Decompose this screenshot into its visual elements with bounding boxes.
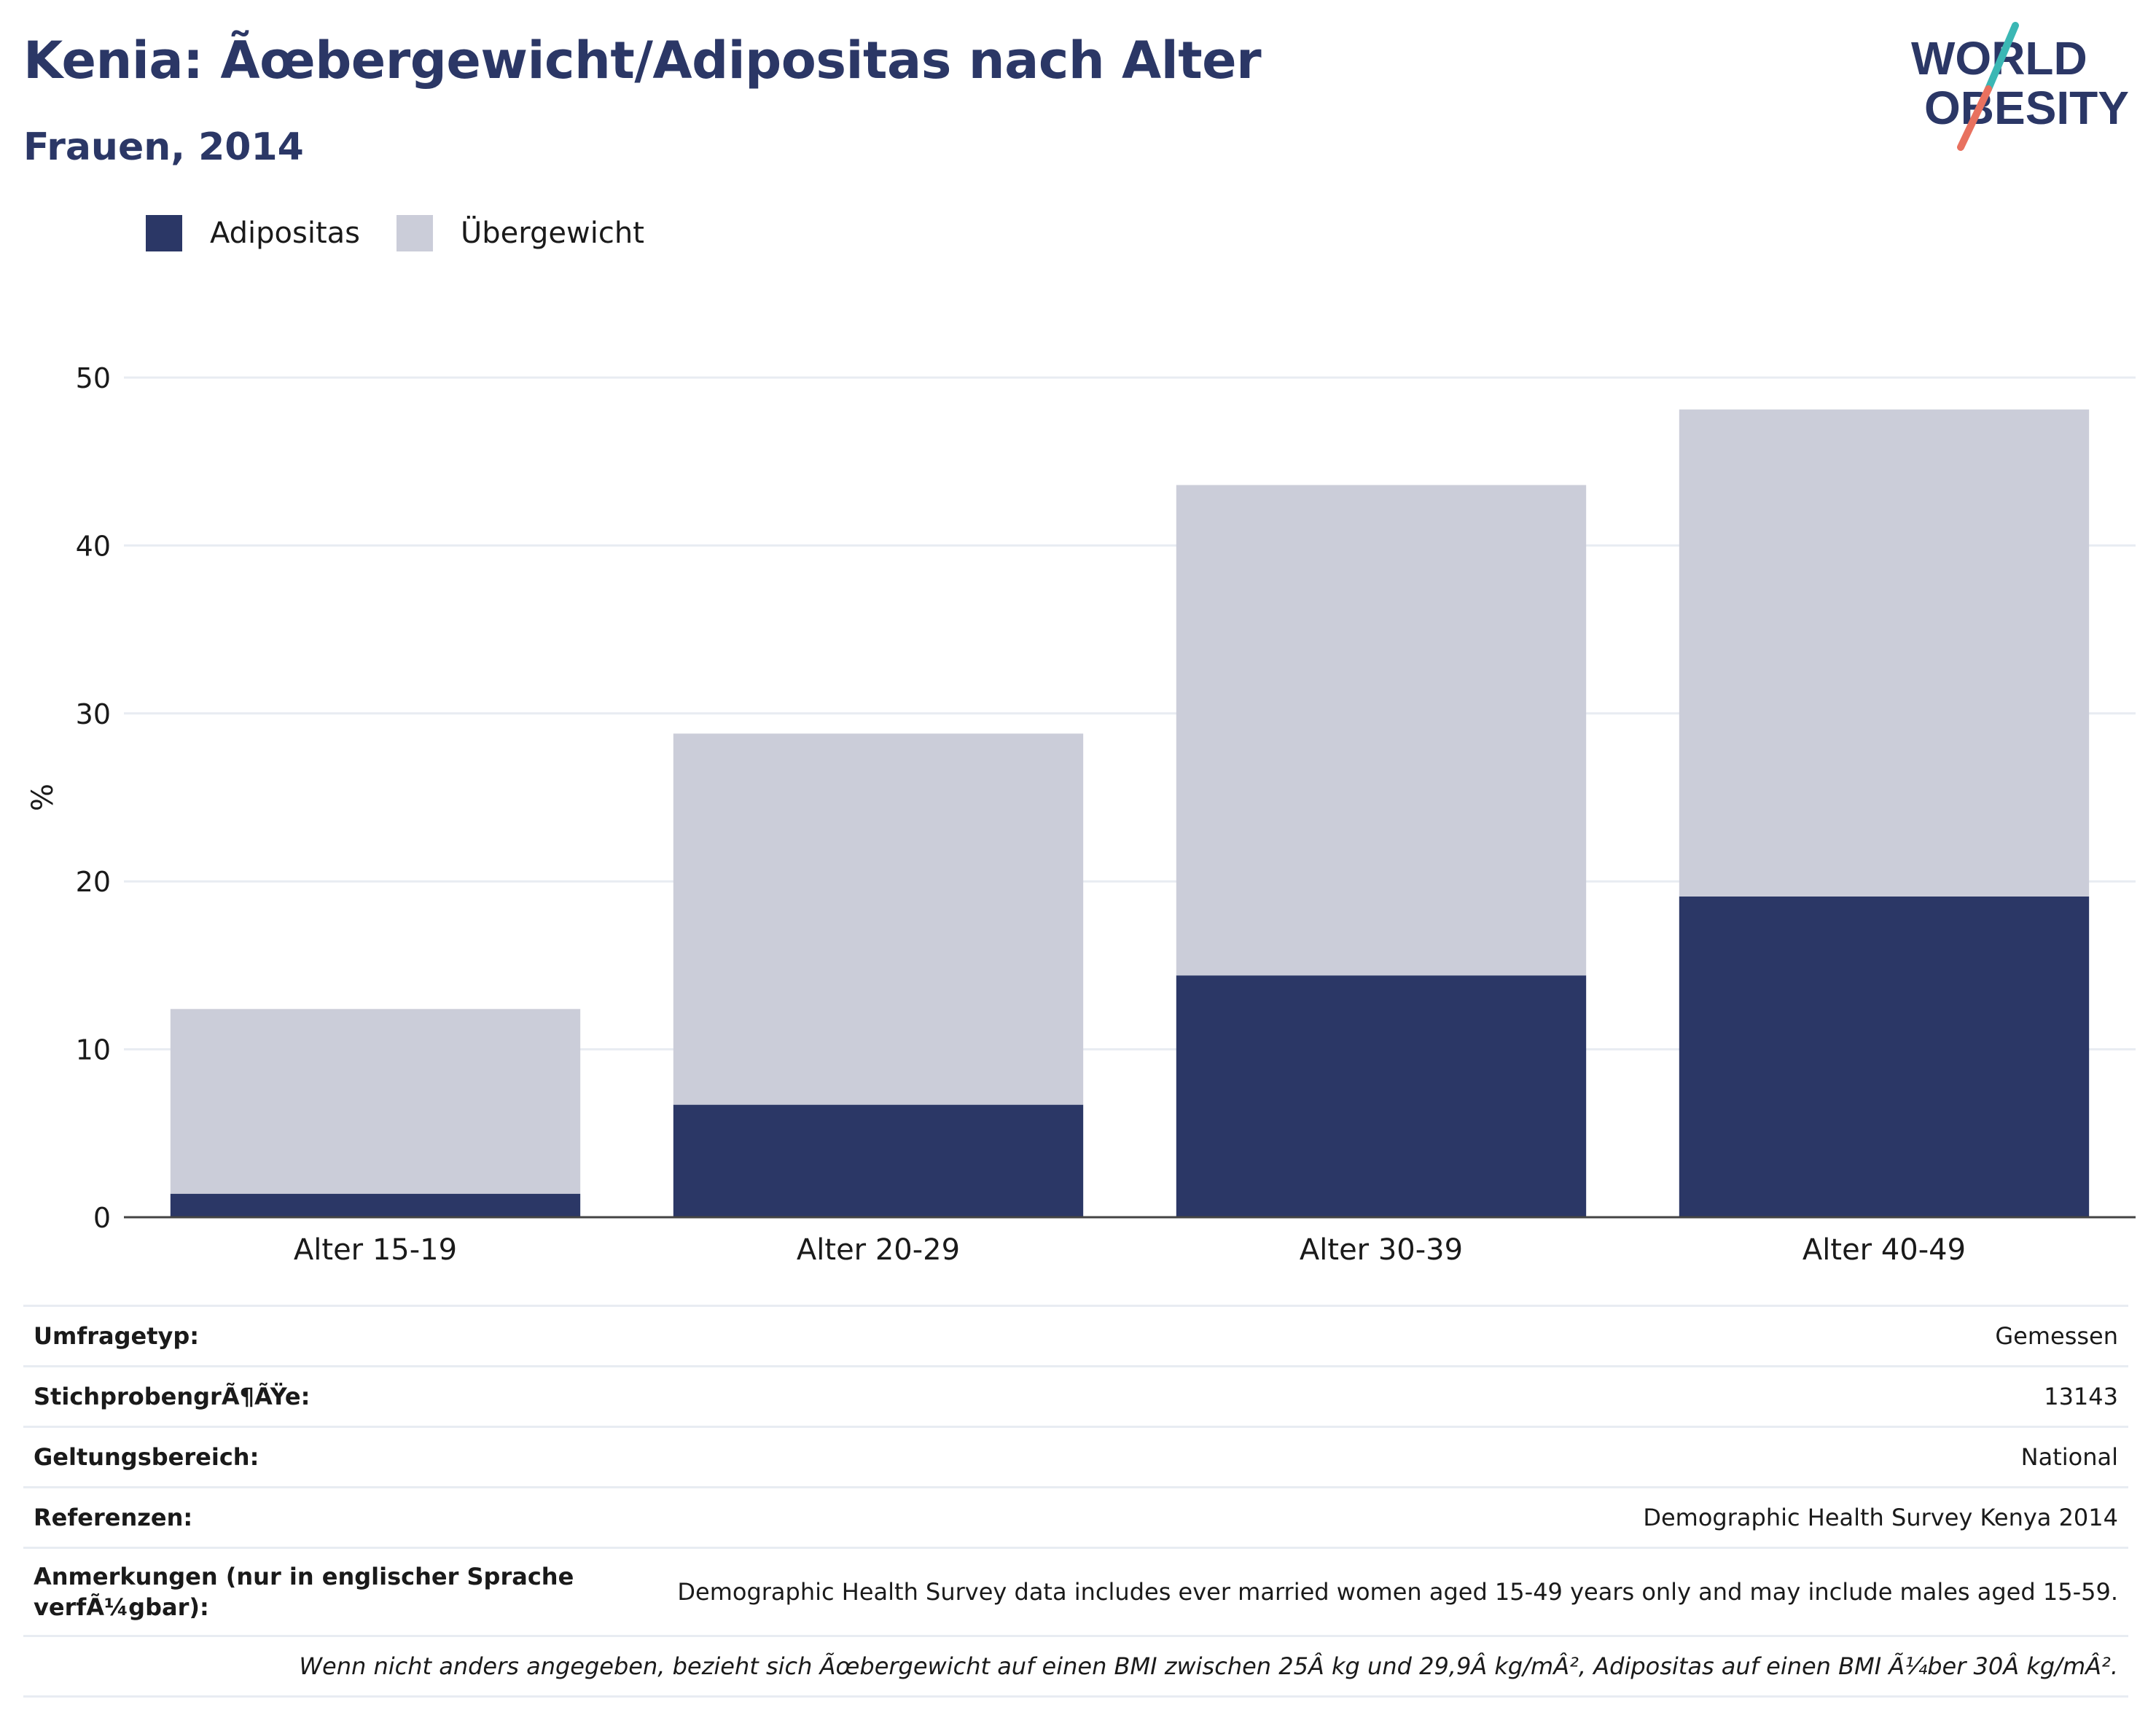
info-row-survey-type: Umfragetyp: Gemessen	[23, 1305, 2128, 1367]
info-table: Umfragetyp: Gemessen StichprobengrÃ¶ÃŸe:…	[23, 1305, 2128, 1698]
footnote-row: Wenn nicht anders angegeben, bezieht sic…	[23, 1635, 2128, 1698]
legend-label-adipositas: Adipositas	[210, 216, 361, 250]
bar-adipositas	[1679, 896, 2090, 1217]
y-tick-label: 30	[76, 698, 111, 730]
bar-uebergewicht	[170, 1009, 581, 1194]
y-tick-label: 50	[76, 362, 111, 394]
info-value: Gemessen	[598, 1305, 2128, 1367]
y-tick-label: 10	[76, 1034, 111, 1066]
info-row-notes: Anmerkungen (nur in englischer Sprache v…	[23, 1547, 2128, 1636]
info-value: Demographic Health Survey data includes …	[598, 1547, 2128, 1636]
info-label: Anmerkungen (nur in englischer Sprache v…	[23, 1547, 598, 1636]
legend-swatch-uebergewicht	[397, 215, 434, 251]
chart-title: Kenia: Ãœbergewicht/Adipositas nach Alte…	[23, 31, 1262, 90]
logo-line2: OBESITY	[1924, 82, 2129, 134]
y-axis-label: %	[26, 784, 60, 811]
chart-legend: Adipositas Übergewicht	[146, 215, 681, 251]
bar-uebergewicht	[673, 733, 1084, 1105]
y-tick-label: 20	[76, 866, 111, 898]
info-row-sample-size: StichprobengrÃ¶ÃŸe: 13143	[23, 1365, 2128, 1427]
legend-label-uebergewicht: Übergewicht	[461, 216, 644, 250]
info-label: Geltungsbereich:	[23, 1426, 598, 1488]
info-row-references: Referenzen: Demographic Health Survey Ke…	[23, 1486, 2128, 1548]
bar-chart: 0 10 20 30 40 50% Alter 15-19 Alter 20-29 Alter …	[26, 362, 2136, 1267]
bar-adipositas	[1176, 975, 1587, 1217]
info-value: Demographic Health Survey Kenya 2014	[598, 1486, 2128, 1548]
x-tick-label: Alter 15-19	[294, 1233, 457, 1267]
y-tick-label: 0	[93, 1202, 111, 1234]
world-obesity-logo: WORLD OBESITY	[1911, 22, 2129, 151]
bar-uebergewicht	[1679, 409, 2090, 897]
legend-swatch-adipositas	[146, 215, 182, 251]
legend-item-adipositas[interactable]: Adipositas	[146, 215, 360, 251]
y-tick-label: 40	[76, 530, 111, 562]
x-tick-label: Alter 30-39	[1300, 1233, 1463, 1267]
bar-adipositas	[170, 1193, 581, 1217]
info-row-scope: Geltungsbereich: National	[23, 1426, 2128, 1488]
info-label: Umfragetyp:	[23, 1305, 598, 1367]
info-value: National	[598, 1426, 2128, 1488]
info-label: StichprobengrÃ¶ÃŸe:	[23, 1365, 598, 1427]
x-tick-label: Alter 20-29	[797, 1233, 960, 1267]
info-label: Referenzen:	[23, 1486, 598, 1548]
chart-subtitle: Frauen, 2014	[23, 125, 304, 169]
bar-uebergewicht	[1176, 485, 1587, 976]
bar-adipositas	[673, 1104, 1084, 1217]
footnote: Wenn nicht anders angegeben, bezieht sic…	[23, 1635, 2128, 1698]
info-value: 13143	[598, 1365, 2128, 1427]
legend-item-uebergewicht[interactable]: Übergewicht	[397, 215, 644, 251]
x-tick-label: Alter 40-49	[1802, 1233, 1966, 1267]
